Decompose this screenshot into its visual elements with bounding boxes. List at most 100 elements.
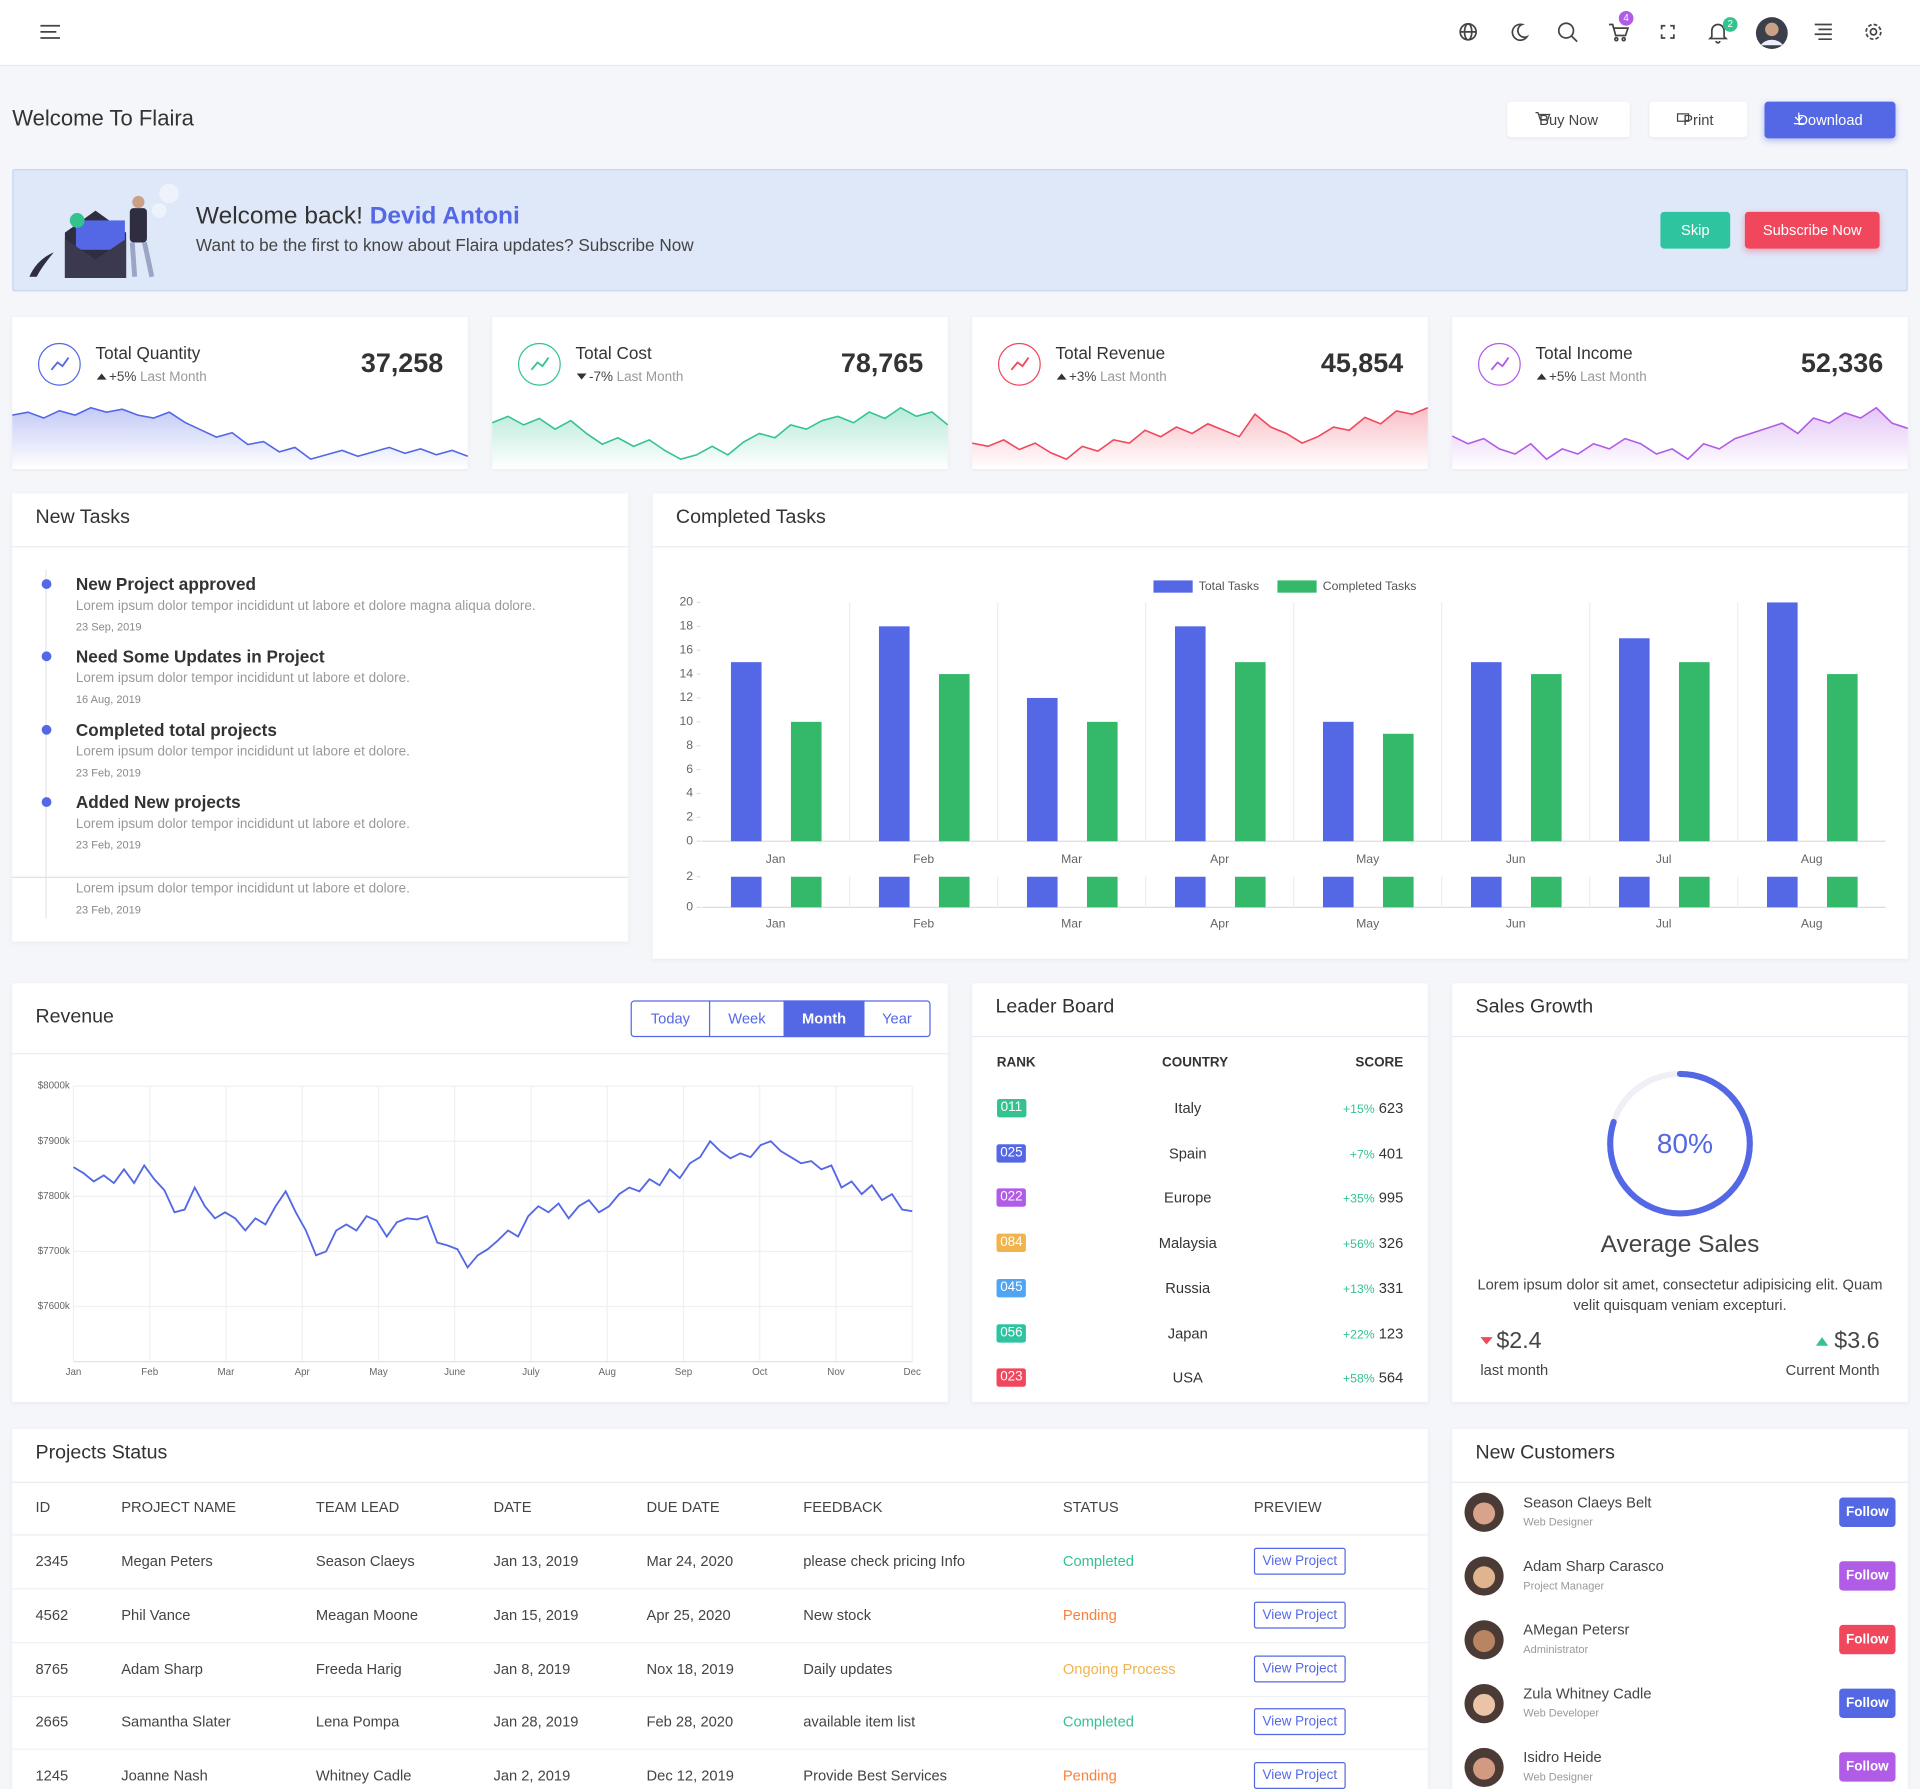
task-date: 23 Feb, 2019 [75,766,141,779]
change: -7% [588,369,613,385]
buy-now-button[interactable]: Buy Now [1507,101,1630,138]
cart-icon[interactable] [1608,23,1630,42]
country: Italy [1174,1099,1202,1117]
period-tab[interactable]: Month [783,1000,865,1038]
card-title: New Tasks [35,506,130,528]
stat-value: 78,765 [840,347,924,379]
language-icon[interactable] [1459,23,1477,41]
country: Spain [1168,1144,1207,1162]
cell: Jan 8, 2019 [493,1659,571,1677]
subscribe-button[interactable]: Subscribe Now [1744,211,1880,249]
score: +35% 995 [1343,1189,1403,1206]
follow-button[interactable]: Follow [1839,1688,1896,1719]
customer-name: Adam Sharp Carasco [1523,1557,1664,1575]
arrow [1536,373,1547,380]
print-button[interactable]: Print [1649,101,1748,138]
cell: Nox 18, 2019 [646,1659,734,1677]
stat-icon [517,342,561,386]
customer-name: AMegan Petersr [1523,1621,1630,1639]
greeting: Welcome back! [195,202,363,230]
change: +5% [108,369,137,385]
column-header: DATE [493,1498,532,1516]
country: Russia [1165,1279,1211,1297]
view-project-button[interactable]: View Project [1253,1654,1346,1682]
trend-arrow [576,373,587,380]
download-button[interactable]: Download [1764,101,1896,139]
follow-button[interactable]: Follow [1839,1561,1896,1591]
divider [12,1534,1428,1536]
period: Last Month [616,369,684,385]
view-project-button[interactable]: View Project [1253,1762,1346,1789]
cell: Apr 25, 2020 [646,1606,731,1624]
task-date: 16 Aug, 2019 [75,693,141,706]
stat-card [12,317,468,469]
view-project-button[interactable]: View Project [1253,1708,1346,1736]
cell: Phil Vance [121,1606,191,1624]
settings-icon[interactable] [1865,23,1882,41]
page-title: Welcome To Flaira [12,105,194,131]
cell: Daily updates [803,1659,893,1677]
score: +58% 564 [1343,1369,1403,1386]
completed-tasks-card [652,493,1908,959]
timeline-dot [41,797,52,807]
score: +56% 326 [1343,1234,1403,1251]
last-month-value: $2.4 [1496,1328,1542,1355]
score-change: +56% [1342,1238,1375,1252]
customers-card [1452,1428,1908,1789]
customer-role: Web Designer [1523,1515,1593,1529]
stat-value: 45,854 [1320,347,1404,379]
view-project-button[interactable]: View Project [1253,1601,1346,1629]
period: Last Month [1100,369,1167,385]
bell-icon[interactable] [1707,23,1728,44]
cell: Dec 12, 2019 [646,1766,734,1785]
score-change: +7% [1349,1148,1375,1162]
customer-name: Zula Whitney Cadle [1523,1685,1652,1703]
projects-card [12,1428,1428,1789]
cell: 4562 [35,1606,69,1624]
view-project-button[interactable]: View Project [1253,1547,1346,1575]
cell: Lena Pompa [315,1713,400,1731]
score-change: +13% [1342,1283,1375,1297]
cell: Samantha Slater [121,1713,231,1731]
status: Completed [1062,1713,1134,1731]
follow-button[interactable]: Follow [1839,1752,1896,1783]
trend-arrow [1056,373,1067,380]
user-avatar[interactable] [1755,17,1788,49]
stat-card [492,317,948,469]
sidebar-icon[interactable] [1814,23,1832,41]
score-change: +35% [1342,1193,1375,1207]
stat-value: 52,336 [1800,347,1884,379]
new-tasks-card [12,493,629,942]
status: Pending [1062,1606,1117,1624]
rank-badge: 023 [996,1368,1027,1387]
follow-button[interactable]: Follow [1839,1497,1896,1527]
search-icon[interactable] [1557,22,1578,43]
theme-icon[interactable] [1511,23,1530,42]
badge: 2 [1722,17,1738,32]
card-title: Revenue [35,1006,114,1028]
cell: Jan 13, 2019 [493,1552,579,1570]
card-title: Projects Status [35,1442,168,1464]
score-change: +22% [1342,1327,1375,1342]
banner-text: Want to be the first to know about Flair… [195,235,694,255]
skip-button[interactable]: Skip [1660,211,1731,249]
column-header: FEEDBACK [803,1498,883,1516]
follow-button[interactable]: Follow [1839,1625,1896,1655]
cell: Jan 15, 2019 [493,1606,579,1624]
rank-badge: 084 [996,1233,1027,1253]
column-header: COUNTRY [1162,1055,1229,1071]
period-tab[interactable]: Today [630,1000,711,1038]
cell: Provide Best Services [803,1766,948,1785]
cell: 1245 [35,1766,69,1785]
fullscreen-icon[interactable] [1660,24,1675,39]
stat-change: +5% Last Month [96,369,207,385]
period-tab[interactable]: Year [863,1000,931,1038]
period-tab[interactable]: Week [708,1000,785,1038]
banner-greeting: Welcome back! Devid Antoni [196,203,520,231]
cell: New stock [803,1606,872,1624]
score-value: 564 [1378,1369,1404,1387]
timeline-dot [41,724,52,735]
menu-icon[interactable] [40,24,61,39]
task-text: Lorem ipsum dolor tempor incididunt ut l… [75,598,536,614]
status: Completed [1062,1552,1134,1570]
